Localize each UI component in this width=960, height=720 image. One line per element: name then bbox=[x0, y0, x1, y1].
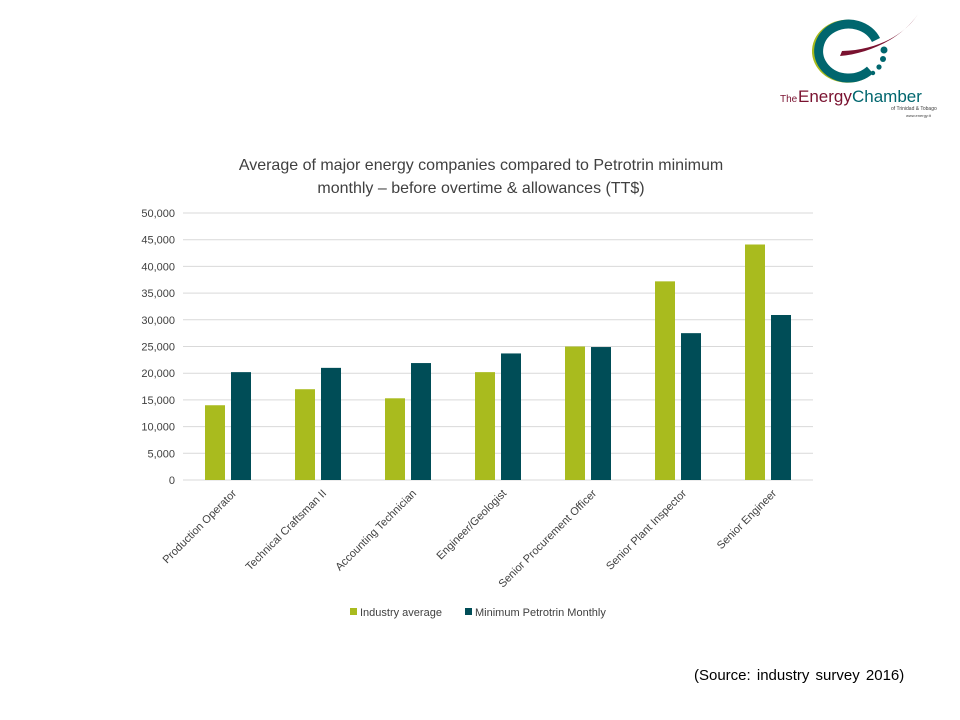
energy-chamber-logo: The Energy Chamber of Trinidad & Tobago … bbox=[780, 14, 937, 118]
x-tick-label: Engineer/Geologist bbox=[434, 488, 509, 563]
logo-text-the: The bbox=[780, 94, 798, 105]
y-tick-label: 35,000 bbox=[141, 288, 175, 300]
y-axis-ticks: 0 5,000 10,000 15,000 20,000 25,000 30,000 35,0… bbox=[141, 208, 175, 487]
source-note: (Source: industry survey 2016) bbox=[694, 667, 905, 684]
y-tick-label: 15,000 bbox=[141, 395, 175, 407]
x-tick-label: Senior Engineer bbox=[715, 487, 780, 552]
bar-petrotrin-4 bbox=[591, 347, 611, 480]
bar-industry-3 bbox=[475, 372, 495, 480]
bars bbox=[205, 244, 791, 480]
gridlines bbox=[183, 212, 813, 481]
legend-label-industry: Industry average bbox=[360, 607, 442, 619]
logo-text-chamber: Chamber bbox=[852, 87, 922, 106]
legend-swatch-petrotrin bbox=[465, 608, 472, 615]
bar-petrotrin-3 bbox=[501, 353, 521, 480]
bar-industry-4 bbox=[565, 346, 585, 480]
bar-industry-0 bbox=[205, 405, 225, 480]
logo-text-energy: Energy bbox=[798, 87, 852, 106]
legend-label-petrotrin: Minimum Petrotrin Monthly bbox=[475, 607, 606, 619]
bar-petrotrin-2 bbox=[411, 363, 431, 480]
logo-subtitle: of Trinidad & Tobago bbox=[891, 106, 937, 112]
y-tick-label: 50,000 bbox=[141, 208, 175, 220]
bar-industry-6 bbox=[745, 244, 765, 480]
y-tick-label: 10,000 bbox=[141, 422, 175, 434]
chart-title-line1: Average of major energy companies compar… bbox=[239, 157, 723, 174]
bar-petrotrin-5 bbox=[681, 333, 701, 480]
bar-petrotrin-6 bbox=[771, 314, 791, 480]
x-axis-labels: Production Operator Technical Craftsman I… bbox=[161, 487, 780, 590]
legend-swatch-industry bbox=[350, 608, 357, 615]
bar-industry-5 bbox=[655, 281, 675, 480]
y-tick-label: 40,000 bbox=[141, 261, 175, 273]
y-tick-label: 45,000 bbox=[141, 235, 175, 247]
logo-url: www.energy.tt bbox=[906, 113, 932, 118]
bar-industry-1 bbox=[295, 389, 315, 480]
bar-petrotrin-0 bbox=[231, 372, 251, 480]
y-tick-label: 0 bbox=[169, 475, 175, 487]
x-tick-label: Accounting Technician bbox=[333, 488, 419, 574]
bar-industry-2 bbox=[385, 398, 405, 480]
x-tick-label: Production Operator bbox=[161, 487, 240, 566]
legend: Industry average Minimum Petrotrin Monthl… bbox=[350, 607, 606, 619]
chart-title-line2: monthly – before overtime & allowances (… bbox=[317, 180, 644, 197]
bar-petrotrin-1 bbox=[321, 367, 341, 480]
y-tick-label: 5,000 bbox=[147, 448, 175, 460]
x-tick-label: Senior Procurement Officer bbox=[497, 487, 600, 590]
x-tick-label: Technical Craftsman II bbox=[244, 488, 329, 573]
y-tick-label: 20,000 bbox=[141, 368, 175, 380]
y-tick-label: 30,000 bbox=[141, 315, 175, 327]
x-tick-label: Senior Plant Inspector bbox=[604, 487, 689, 572]
y-tick-label: 25,000 bbox=[141, 342, 175, 354]
